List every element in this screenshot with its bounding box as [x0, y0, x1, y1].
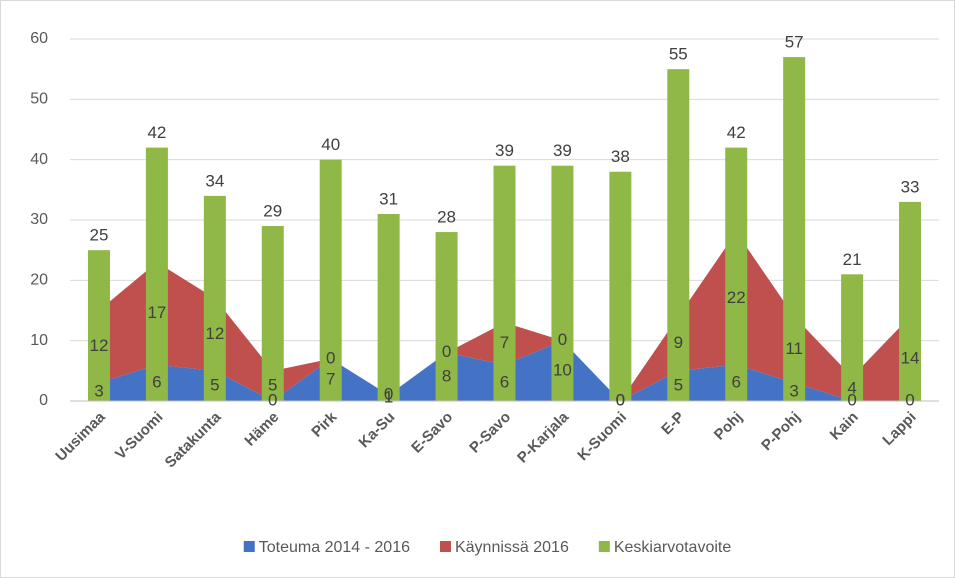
legend-swatch: [598, 541, 610, 552]
data-label: 10: [553, 360, 572, 379]
bar: [783, 57, 806, 401]
data-label: 0: [326, 348, 335, 367]
bar: [203, 195, 226, 401]
data-label: 0: [442, 342, 451, 361]
legend-label: Käynnissä 2016: [455, 539, 569, 556]
legend-label: Toteuma 2014 - 2016: [259, 539, 410, 556]
data-label: 9: [674, 333, 683, 352]
data-label: 21: [843, 250, 862, 269]
data-label: 25: [90, 226, 109, 245]
bar: [899, 201, 922, 401]
data-label: 14: [901, 348, 920, 367]
data-label: 7: [326, 369, 335, 388]
data-label: 7: [500, 333, 509, 352]
legend-label: Keskiarvotavoite: [614, 539, 731, 556]
y-tick-label: 0: [39, 392, 48, 409]
bar: [667, 69, 690, 402]
bar: [319, 159, 342, 401]
data-label: 40: [321, 135, 340, 154]
data-label: 8: [442, 366, 451, 385]
bar: [609, 171, 632, 401]
legend: Toteuma 2014 - 2016 Käynnissä 2016 Keskiar…: [243, 539, 731, 556]
data-label: 34: [205, 171, 224, 190]
data-label: 1: [384, 387, 393, 406]
legend-swatch: [439, 541, 451, 552]
bar: [261, 226, 284, 401]
data-label: 31: [379, 189, 398, 208]
data-label: 0: [616, 390, 625, 409]
data-label: 5: [674, 375, 683, 394]
data-label: 42: [727, 123, 746, 142]
data-label: 29: [263, 202, 282, 221]
data-label: 0: [268, 390, 277, 409]
area: [98, 232, 911, 401]
legend-swatch: [243, 541, 255, 552]
data-label: 6: [500, 372, 509, 391]
data-label: 12: [90, 336, 109, 355]
data-label: 3: [789, 381, 798, 400]
bar: [87, 250, 110, 401]
bar: [435, 232, 458, 401]
data-label: 33: [901, 177, 920, 196]
data-label: 55: [669, 45, 688, 64]
y-tick-label: 30: [30, 211, 48, 228]
data-label: 28: [437, 208, 456, 227]
bar: [725, 147, 748, 401]
bar: [841, 274, 864, 401]
bar: [145, 147, 168, 401]
data-label: 5: [268, 375, 277, 394]
data-label: 0: [558, 330, 567, 349]
data-label: 6: [152, 372, 161, 391]
data-label: 11: [785, 339, 803, 358]
y-tick-label: 10: [30, 332, 48, 349]
data-label: 57: [785, 33, 804, 52]
y-tick-label: 60: [30, 30, 48, 47]
data-label: 0: [616, 390, 625, 409]
data-label: 38: [611, 147, 630, 166]
y-tick-label: 40: [30, 151, 48, 168]
data-label: 0: [905, 390, 914, 409]
data-label: 0: [847, 390, 856, 409]
data-label: 42: [147, 123, 166, 142]
data-label: 22: [727, 288, 746, 307]
data-label: 39: [495, 141, 514, 160]
data-label: 0: [384, 384, 393, 403]
data-label: 5: [210, 375, 219, 394]
data-label: 6: [731, 372, 740, 391]
y-tick-label: 50: [30, 91, 48, 108]
bar: [377, 213, 400, 401]
data-label: 12: [205, 324, 224, 343]
data-label: 3: [94, 381, 103, 400]
data-label: 4: [847, 378, 856, 397]
bar: [493, 165, 516, 401]
bar: [551, 165, 574, 401]
y-tick-label: 20: [30, 272, 48, 289]
data-label: 17: [147, 303, 166, 322]
data-label: 39: [553, 141, 572, 160]
